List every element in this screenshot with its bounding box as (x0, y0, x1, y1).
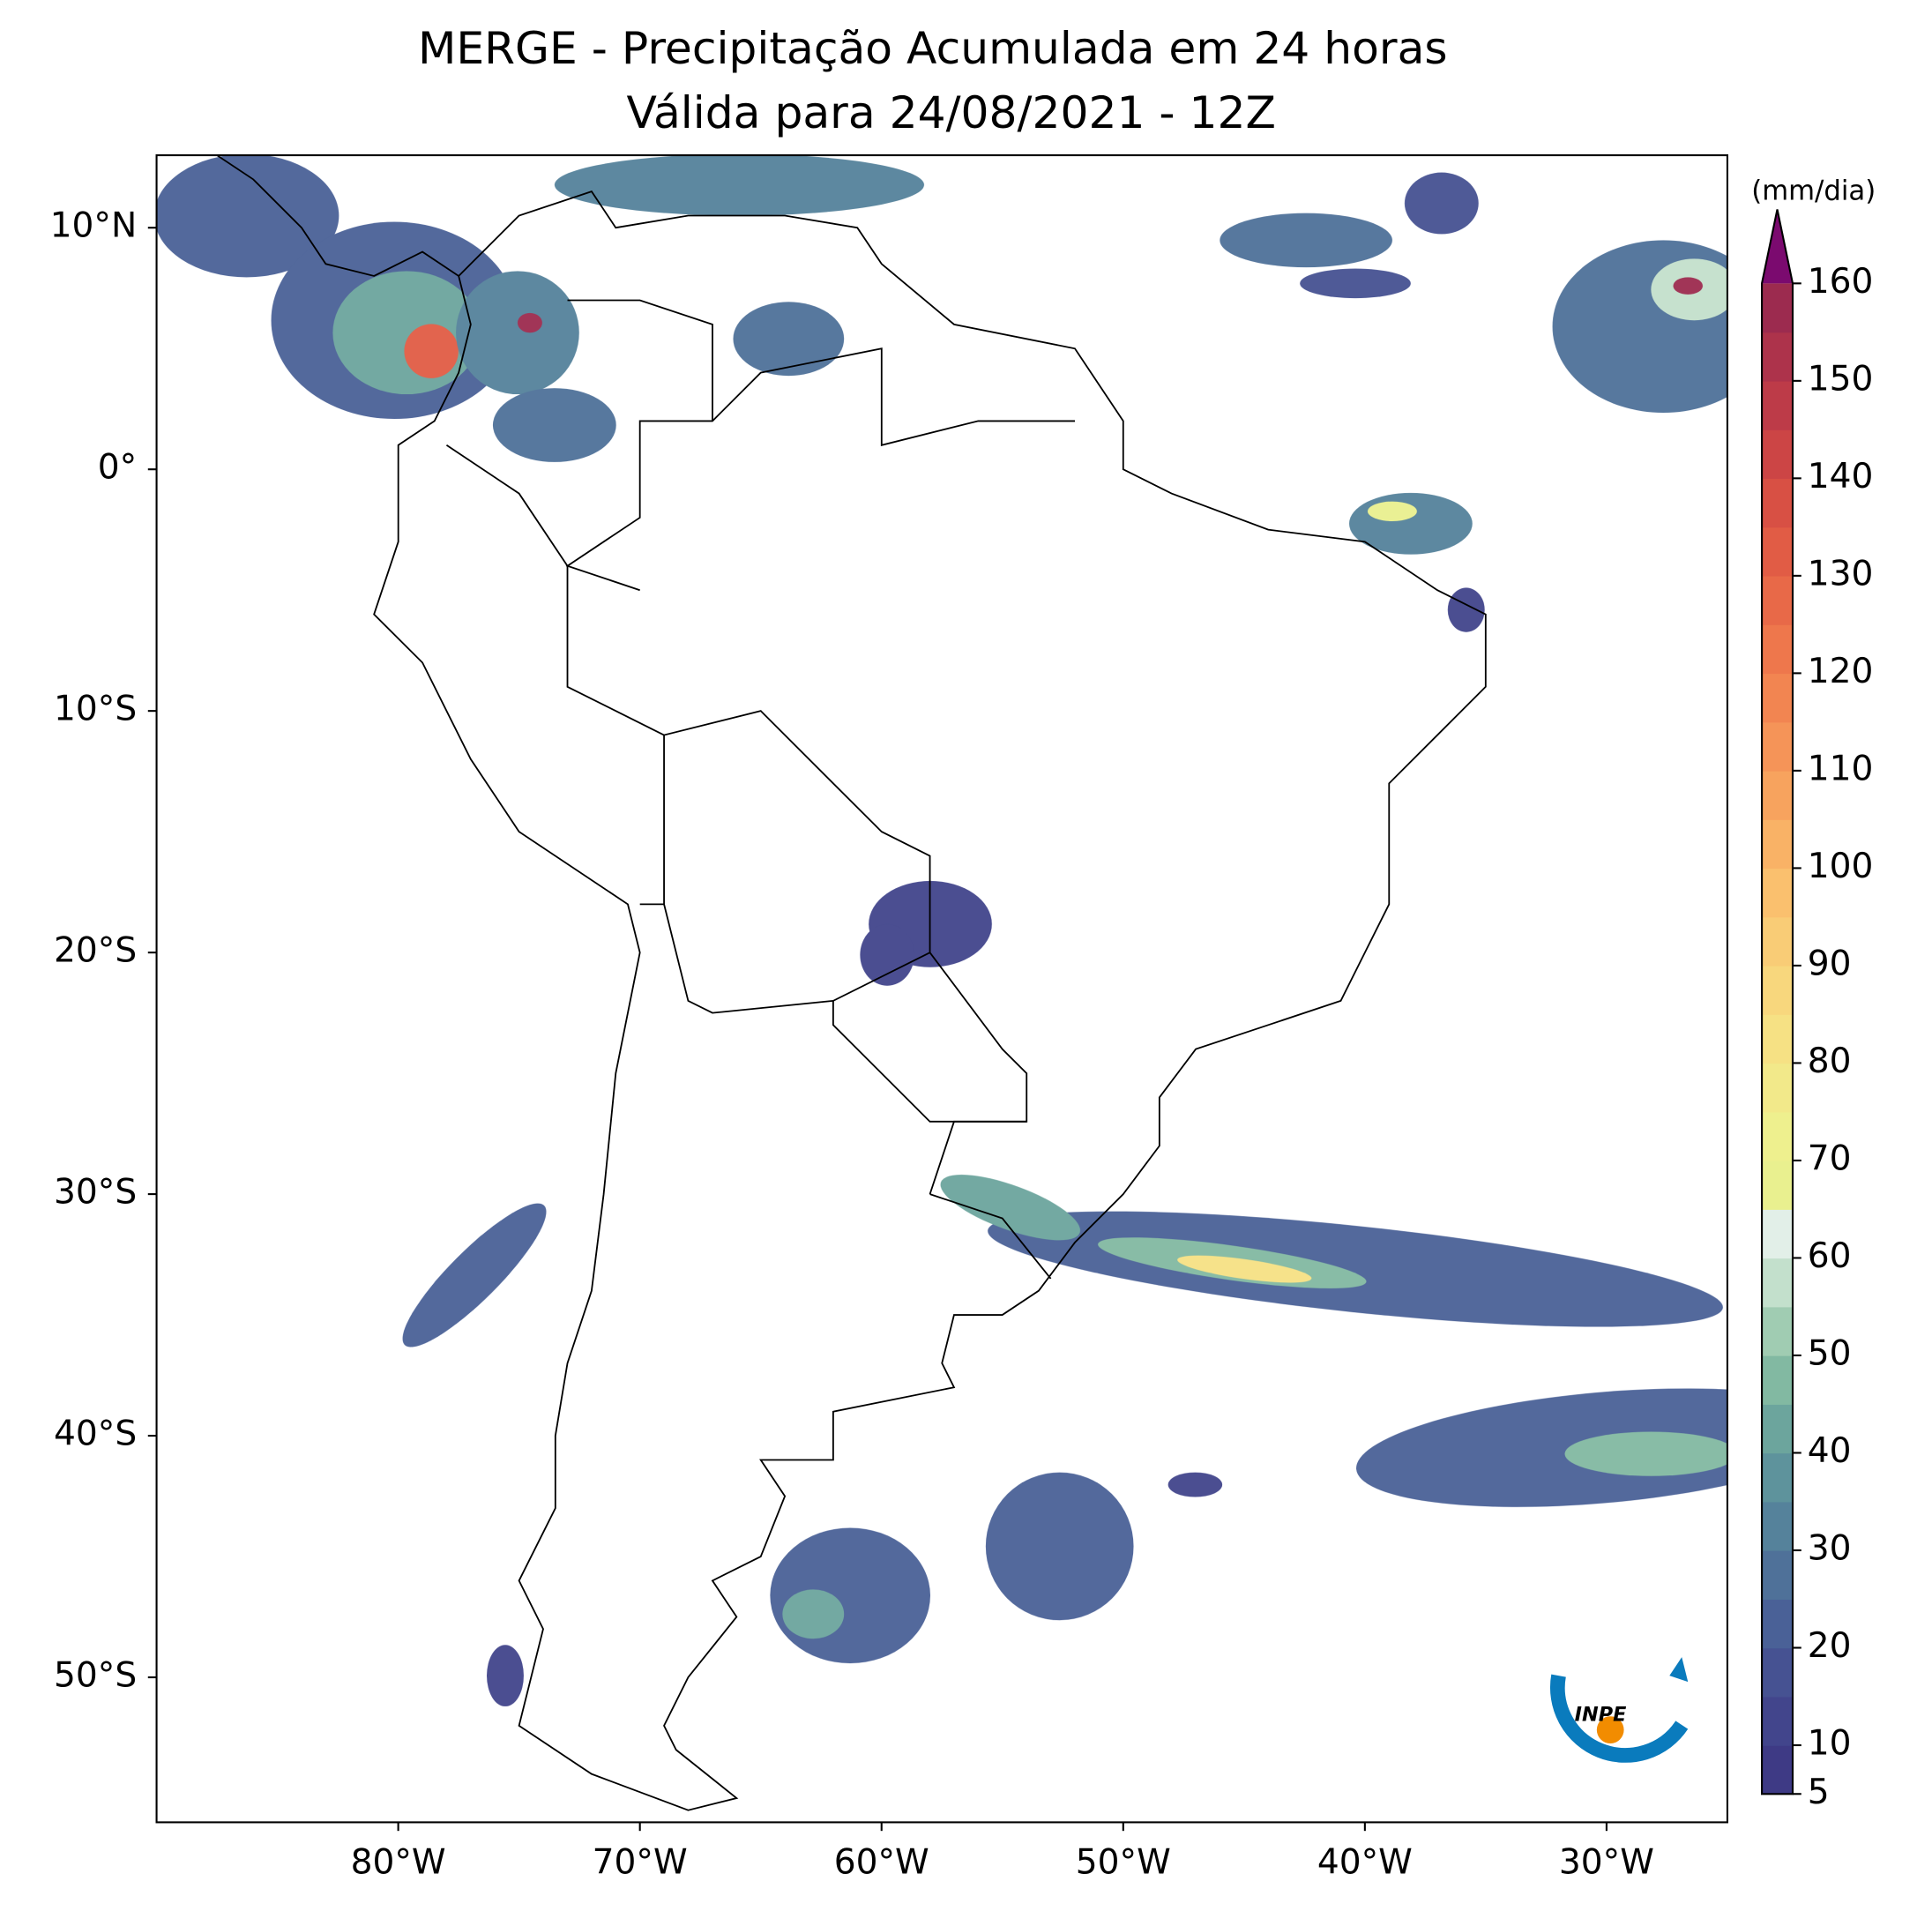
colorbar-tick-label: 90 (1808, 944, 1852, 983)
colorbar-band (1762, 380, 1793, 430)
colorbar-band (1762, 673, 1793, 723)
colorbar-band (1762, 1258, 1793, 1308)
colorbar-band (1762, 1647, 1793, 1698)
y-tick-label: 10°N (50, 206, 138, 246)
border (663, 710, 931, 1014)
y-tick-label: 30°S (54, 1173, 137, 1213)
colorbar-tick-label: 80 (1808, 1041, 1852, 1081)
y-tick-label: 40°S (54, 1415, 137, 1454)
colorbar-band (1762, 868, 1793, 918)
colorbar-band (1762, 770, 1793, 820)
colorbar-band (1762, 283, 1793, 333)
colorbar-band (1762, 1209, 1793, 1259)
colorbar-band (1762, 1306, 1793, 1356)
logo-text: INPE (1575, 1703, 1627, 1726)
x-tick-label: 40°W (1317, 1842, 1413, 1882)
colorbar-band (1762, 624, 1793, 675)
colorbar-band (1762, 478, 1793, 528)
y-tick-label: 0° (98, 448, 137, 488)
colorbar-band (1762, 429, 1793, 480)
colorbar-tick-label: 40 (1808, 1431, 1852, 1471)
colorbar-tick-label: 120 (1808, 652, 1874, 691)
coastline (216, 155, 1487, 1811)
colorbar-band (1762, 965, 1793, 1015)
colorbar-tick-label: 50 (1808, 1333, 1852, 1373)
colorbar-band (1762, 1549, 1793, 1600)
colorbar-tick-label: 150 (1808, 359, 1874, 399)
x-tick-label: 70°W (593, 1842, 688, 1882)
colorbar-band (1762, 1599, 1793, 1649)
colorbar-tick-label: 140 (1808, 457, 1874, 496)
colorbar-band (1762, 1014, 1793, 1064)
colorbar-band (1762, 1063, 1793, 1113)
x-tick-label: 60°W (834, 1842, 929, 1882)
colorbar-tick-label: 110 (1808, 749, 1874, 788)
border (929, 1120, 1027, 1195)
colorbar-band (1762, 1452, 1793, 1503)
colorbar-label: (mm/dia) (1751, 175, 1876, 206)
colorbar-band (1762, 1501, 1793, 1551)
colorbar-band (1762, 1696, 1793, 1746)
colorbar-tick-label: 20 (1808, 1626, 1852, 1666)
x-tick-label: 50°W (1076, 1842, 1171, 1882)
colorbar-band (1762, 526, 1793, 577)
colorbar-band (1762, 916, 1793, 967)
y-tick-label: 10°S (54, 690, 137, 729)
title: MERGE - Precipitação Acumulada em 24 hor… (418, 22, 1448, 74)
colorbar-band (1762, 1355, 1793, 1405)
colorbar-tick-label: 100 (1808, 847, 1874, 886)
colorbar-extend (1762, 209, 1793, 284)
colorbar-band (1762, 575, 1793, 625)
x-tick-label: 80°W (351, 1842, 446, 1882)
precipitation (156, 155, 1727, 1707)
continent (216, 155, 1487, 1811)
map-frame (155, 153, 1728, 1824)
colorbar-tick-label: 60 (1808, 1236, 1852, 1276)
colorbar-tick-label: 30 (1808, 1528, 1852, 1568)
x-tick-label: 30°W (1559, 1842, 1654, 1882)
border (445, 444, 569, 567)
border (565, 347, 1076, 592)
colorbar-band (1762, 332, 1793, 382)
colorbar-tick-label: 160 (1808, 262, 1874, 302)
colorbar-outline (1761, 209, 1794, 1795)
colorbar-tick-label: 130 (1808, 554, 1874, 593)
colorbar-tick-label: 70 (1808, 1138, 1852, 1178)
colorbar-band (1762, 721, 1793, 772)
colorbar-band (1762, 1111, 1793, 1161)
border (567, 299, 713, 422)
colorbar-band (1762, 1745, 1793, 1795)
colorbar-band (1762, 1160, 1793, 1210)
y-tick-label: 50°S (54, 1656, 137, 1696)
logo: INPE (1549, 1657, 1689, 1763)
colorbar-band (1762, 819, 1793, 870)
border (566, 565, 665, 736)
colorbar-tick-label: 5 (1808, 1773, 1830, 1812)
colorbar-band (1762, 1404, 1793, 1454)
subtitle: Válida para 24/08/2021 - 12Z (626, 86, 1276, 138)
y-tick-label: 20°S (54, 931, 137, 971)
colorbar-tick-label: 10 (1808, 1724, 1852, 1764)
border (929, 1193, 1052, 1280)
